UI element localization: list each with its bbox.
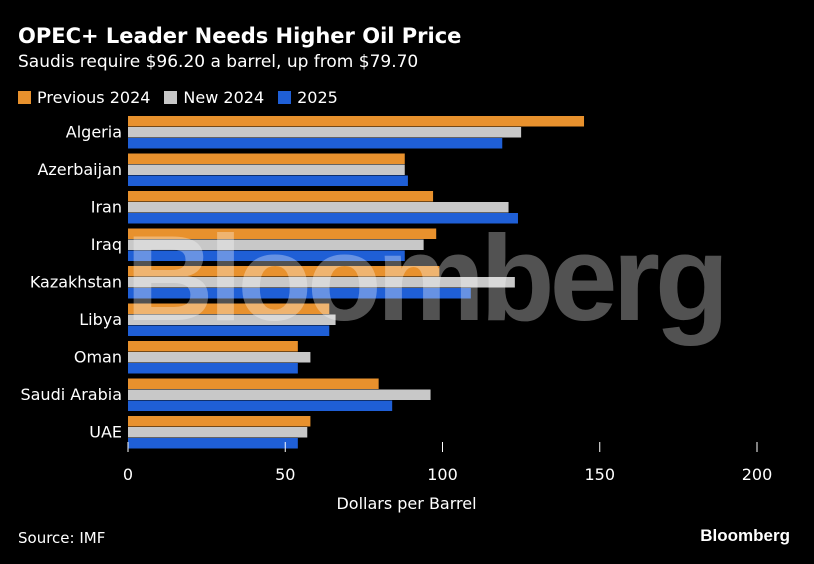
x-tick-label-50: 50	[275, 465, 295, 484]
bar-saudi-arabia-2025	[128, 400, 393, 411]
bar-iran-new-2024	[128, 202, 509, 213]
bar-kazakhstan-2025	[128, 288, 471, 299]
legend-swatch-2025	[278, 91, 292, 104]
x-tick-label-200: 200	[742, 465, 773, 484]
bar-libya-previous-2024	[128, 303, 330, 314]
bloomberg-logo: Bloomberg	[700, 526, 790, 545]
x-tick-label-150: 150	[584, 465, 615, 484]
bar-iraq-previous-2024	[128, 228, 437, 239]
bar-uae-previous-2024	[128, 416, 311, 427]
legend-label-2025: 2025	[297, 88, 338, 107]
legend-item-previous-2024: Previous 2024	[18, 88, 150, 107]
bar-uae-2025	[128, 438, 298, 449]
legend-item-new-2024: New 2024	[164, 88, 264, 107]
category-label-iraq: Iraq	[91, 235, 122, 254]
x-tick-label-0: 0	[123, 465, 133, 484]
bar-algeria-2025	[128, 138, 503, 149]
category-label-algeria: Algeria	[66, 123, 122, 142]
bar-iran-previous-2024	[128, 191, 434, 202]
x-axis-label: Dollars per Barrel	[336, 494, 476, 513]
bar-uae-new-2024	[128, 427, 308, 438]
bar-kazakhstan-new-2024	[128, 277, 515, 288]
x-tick-label-100: 100	[427, 465, 458, 484]
legend: Previous 2024 New 2024 2025	[18, 88, 352, 107]
category-label-oman: Oman	[74, 348, 122, 367]
bar-oman-previous-2024	[128, 341, 298, 352]
category-label-kazakhstan: Kazakhstan	[30, 273, 122, 292]
source-note: Source: IMF	[18, 529, 106, 547]
category-label-uae: UAE	[89, 423, 122, 442]
bar-azerbaijan-2025	[128, 175, 408, 186]
bar-libya-2025	[128, 325, 330, 336]
bar-azerbaijan-new-2024	[128, 164, 405, 175]
bar-oman-new-2024	[128, 352, 311, 363]
legend-swatch-new-2024	[164, 91, 178, 104]
bar-iraq-2025	[128, 250, 405, 261]
legend-item-2025: 2025	[278, 88, 338, 107]
bar-algeria-previous-2024	[128, 116, 585, 127]
bar-algeria-new-2024	[128, 127, 522, 138]
chart-title: OPEC+ Leader Needs Higher Oil Price	[18, 24, 462, 48]
legend-label-previous-2024: Previous 2024	[37, 88, 151, 107]
legend-swatch-previous-2024	[18, 91, 31, 104]
watermark: Bloomberg	[126, 210, 725, 346]
bar-iran-2025	[128, 213, 518, 224]
category-label-azerbaijan: Azerbaijan	[37, 160, 122, 179]
category-label-iran: Iran	[91, 198, 122, 217]
category-label-saudi-arabia: Saudi Arabia	[20, 385, 122, 404]
bar-oman-2025	[128, 363, 298, 374]
bar-azerbaijan-previous-2024	[128, 153, 405, 164]
category-label-libya: Libya	[79, 310, 122, 329]
bar-libya-new-2024	[128, 314, 336, 325]
bar-iraq-new-2024	[128, 239, 424, 250]
bar-saudi-arabia-new-2024	[128, 389, 431, 400]
bar-saudi-arabia-previous-2024	[128, 378, 379, 389]
legend-label-new-2024: New 2024	[183, 88, 265, 107]
bar-kazakhstan-previous-2024	[128, 266, 440, 277]
chart-subtitle: Saudis require $96.20 a barrel, up from …	[18, 52, 419, 72]
